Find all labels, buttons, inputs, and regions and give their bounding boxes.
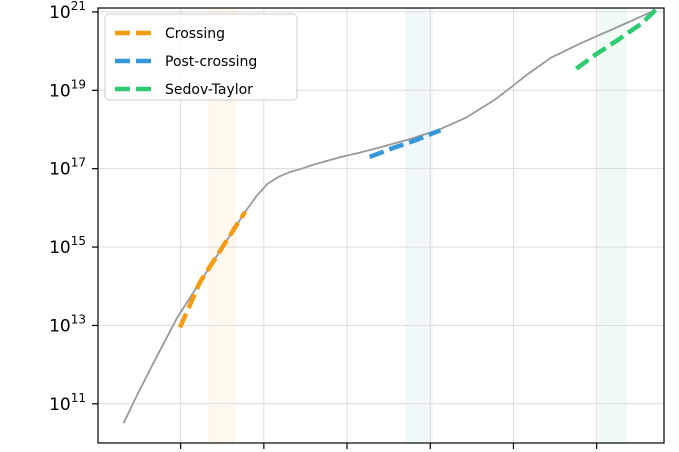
series-lines: [122, 8, 658, 424]
legend-box: [104, 13, 298, 101]
legend-label: Crossing: [165, 26, 225, 42]
series-line-post-crossing: [368, 128, 442, 160]
y-tick-exponent: 13: [71, 312, 86, 326]
y-tick-base: 10: [49, 395, 71, 415]
y-tick-base: 10: [49, 238, 71, 258]
y-tick-label: 1017: [49, 156, 86, 180]
grid-lines: [98, 8, 664, 443]
legend-label: Post-crossing: [165, 54, 257, 70]
y-tick-label: 1013: [49, 312, 86, 336]
y-tick-base: 10: [49, 160, 71, 180]
y-tick-exponent: 11: [71, 391, 86, 405]
post-crossing-band: [405, 8, 434, 443]
sedov-taylor-band: [598, 8, 628, 443]
y-tick-label: 1019: [49, 77, 86, 101]
y-tick-base: 10: [49, 316, 71, 336]
y-tick-label: 1015: [49, 234, 86, 258]
y-tick-exponent: 15: [71, 234, 86, 248]
legend-label: Sedov-Taylor: [165, 82, 253, 98]
y-tick-exponent: 21: [71, 0, 86, 13]
y-tick-label: 1011: [49, 391, 86, 415]
legend: Crossing Post-crossing Sedov-Taylor: [104, 13, 298, 101]
series-line-crossing: [178, 210, 248, 329]
plot-frame: [97, 7, 665, 444]
series-line-sedov-taylor: [574, 8, 658, 71]
axis-ticks: [92, 11, 598, 449]
y-tick-exponent: 17: [71, 156, 86, 170]
y-tick-base: 10: [49, 81, 71, 101]
y-tick-exponent: 19: [71, 77, 86, 91]
y-tick-label: 1021: [49, 0, 86, 23]
y-tick-base: 10: [49, 3, 71, 23]
